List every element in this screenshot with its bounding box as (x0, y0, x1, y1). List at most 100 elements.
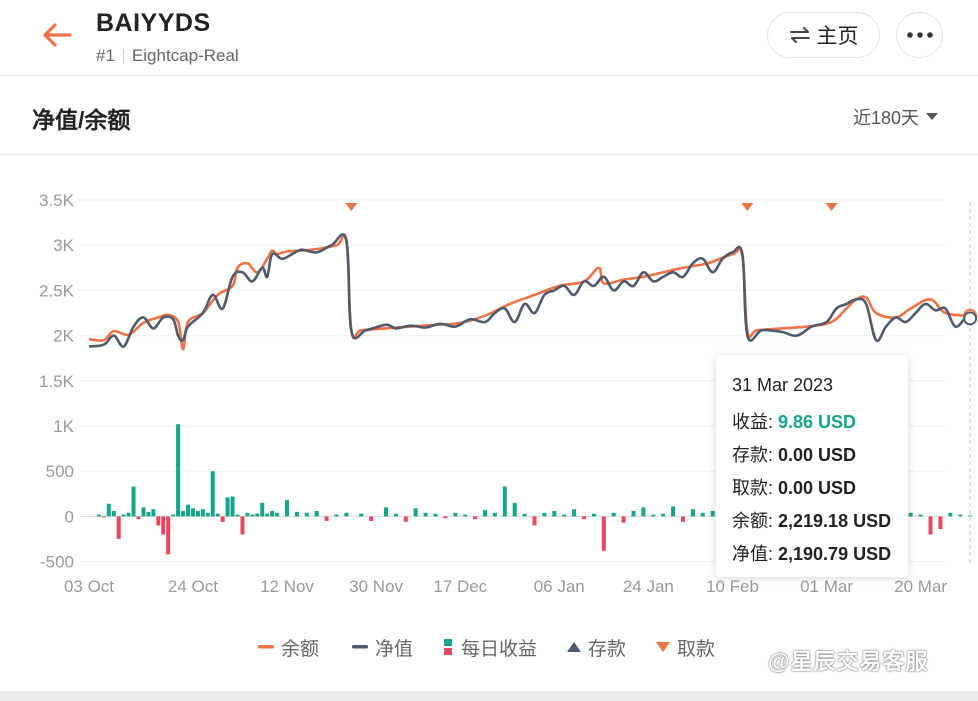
profit-bar (101, 516, 106, 518)
legend-deposit[interactable]: 存款 (567, 633, 626, 661)
chart-tooltip: 31 Mar 2023 收益: 9.86 USD 存款: 0.00 USD 取款… (716, 355, 908, 577)
account-subtitle: #1 Eightcap-Real (96, 46, 239, 66)
profit-bar (126, 512, 131, 517)
legend-line-icon (258, 645, 274, 649)
tooltip-profit: 收益: 9.86 USD (732, 412, 857, 432)
profit-bar (542, 512, 547, 517)
account-server: Eightcap-Real (131, 46, 239, 65)
profit-bar (453, 512, 458, 517)
profit-bar (275, 512, 280, 517)
y-tick-label: 2K (53, 327, 74, 346)
triangle-down-icon (656, 642, 670, 652)
profit-bar (369, 516, 374, 521)
tooltip-deposit-value: 0.00 USD (778, 445, 857, 465)
profit-bar (230, 496, 235, 517)
profit-bar (111, 510, 116, 517)
profit-bar (225, 497, 230, 517)
profit-bar (195, 510, 200, 517)
profit-bar (186, 504, 190, 517)
profit-bar (631, 510, 636, 517)
profit-bar (96, 514, 101, 517)
x-tick-label: 17 Dec (433, 577, 487, 596)
profit-bar (403, 516, 408, 522)
y-tick-label: 0 (65, 507, 74, 526)
top-bar: BAIYYDS #1 Eightcap-Real 主页 (0, 0, 978, 76)
profit-bar (190, 508, 195, 517)
tooltip-balance-value: 2,219.18 USD (778, 511, 892, 531)
profit-bar (700, 512, 705, 517)
equity-balance-chart[interactable]: 3.5K 3K 2.5K 2K 1.5K 1K 500 0 -500 03 Oct 24 Oct 1… (0, 156, 978, 691)
range-label: 近180天 (853, 108, 920, 128)
home-button-label: 主页 (816, 25, 859, 48)
legend-equity[interactable]: 净值 (352, 633, 413, 661)
legend-daily-profit[interactable]: 每日收益 (444, 633, 537, 661)
legend-line-icon (352, 645, 368, 649)
withdrawal-marker (741, 203, 754, 211)
caret-down-icon (926, 113, 939, 120)
profit-bar (393, 513, 398, 517)
legend-withdrawal[interactable]: 取款 (656, 633, 715, 661)
tooltip-date: 31 Mar 2023 (732, 375, 834, 395)
profit-bar (314, 510, 319, 517)
y-tick-label: 500 (46, 462, 74, 481)
profit-bar (522, 513, 527, 517)
profit-bar (359, 513, 364, 517)
profit-bar (681, 516, 685, 522)
profit-bar (671, 506, 676, 517)
legend-balance[interactable]: 余额 (258, 633, 319, 661)
y-tick-label: 1.5K (39, 372, 75, 391)
profit-bar (492, 512, 497, 517)
range-selector[interactable]: 近180天 (853, 104, 939, 130)
profit-bar (121, 514, 126, 517)
y-tick-label: 2.5K (39, 281, 75, 300)
bottom-divider (0, 691, 978, 701)
profit-bar (532, 516, 537, 526)
profit-bar (572, 509, 577, 517)
x-tick-label: 20 Mar (894, 577, 947, 596)
section-header: 净值/余额 近180天 (0, 77, 978, 155)
profit-bar (181, 510, 186, 517)
tooltip-deposit: 存款: 0.00 USD (732, 445, 857, 465)
profit-bar (591, 513, 596, 517)
y-tick-label: 3.5K (39, 191, 75, 210)
profit-bar (710, 510, 715, 517)
profit-bar (156, 516, 161, 526)
profit-bar (260, 502, 265, 517)
x-tick-label: 30 Nov (349, 577, 403, 596)
profit-bar (690, 509, 695, 517)
profit-bar (285, 500, 289, 517)
profit-bar (141, 507, 146, 517)
x-tick-label: 06 Jan (534, 577, 585, 596)
profit-bar (463, 514, 468, 517)
x-tick-label: 24 Oct (168, 577, 218, 596)
chart-canvas: 3.5K 3K 2.5K 2K 1.5K 1K 500 0 -500 03 Oct 24 Oct 1… (39, 191, 978, 596)
profit-bar (294, 511, 299, 517)
profit-bar (205, 512, 210, 517)
withdrawal-marker (825, 203, 838, 211)
tooltip-profit-value: 9.86 USD (778, 412, 857, 432)
account-name: BAIYYDS (96, 9, 211, 37)
y-tick-label: 1K (53, 417, 74, 436)
home-button[interactable]: 主页 (767, 12, 880, 58)
back-arrow-icon[interactable] (40, 20, 74, 50)
profit-bar (611, 512, 616, 517)
profit-bar (443, 516, 448, 519)
x-tick-label: 24 Jan (623, 577, 674, 596)
more-dots-icon (906, 32, 933, 38)
x-tick-label: 12 Nov (260, 577, 314, 596)
section-title: 净值/余额 (32, 107, 131, 133)
profit-bar (928, 516, 933, 535)
tooltip-equity: 净值: 2,190.79 USD (732, 544, 892, 564)
profit-bar (215, 513, 220, 517)
profit-bar (512, 502, 517, 517)
profit-bar (106, 503, 111, 517)
profit-bar (235, 514, 240, 517)
y-tick-label: 3K (53, 236, 74, 255)
hover-point-equity (963, 311, 978, 326)
x-tick-label: 01 Mar (800, 577, 853, 596)
profit-bar (661, 513, 666, 517)
equity-series-line (88, 233, 971, 348)
more-options-button[interactable] (896, 12, 943, 58)
profit-bar (621, 516, 626, 523)
profit-bar (161, 516, 166, 535)
